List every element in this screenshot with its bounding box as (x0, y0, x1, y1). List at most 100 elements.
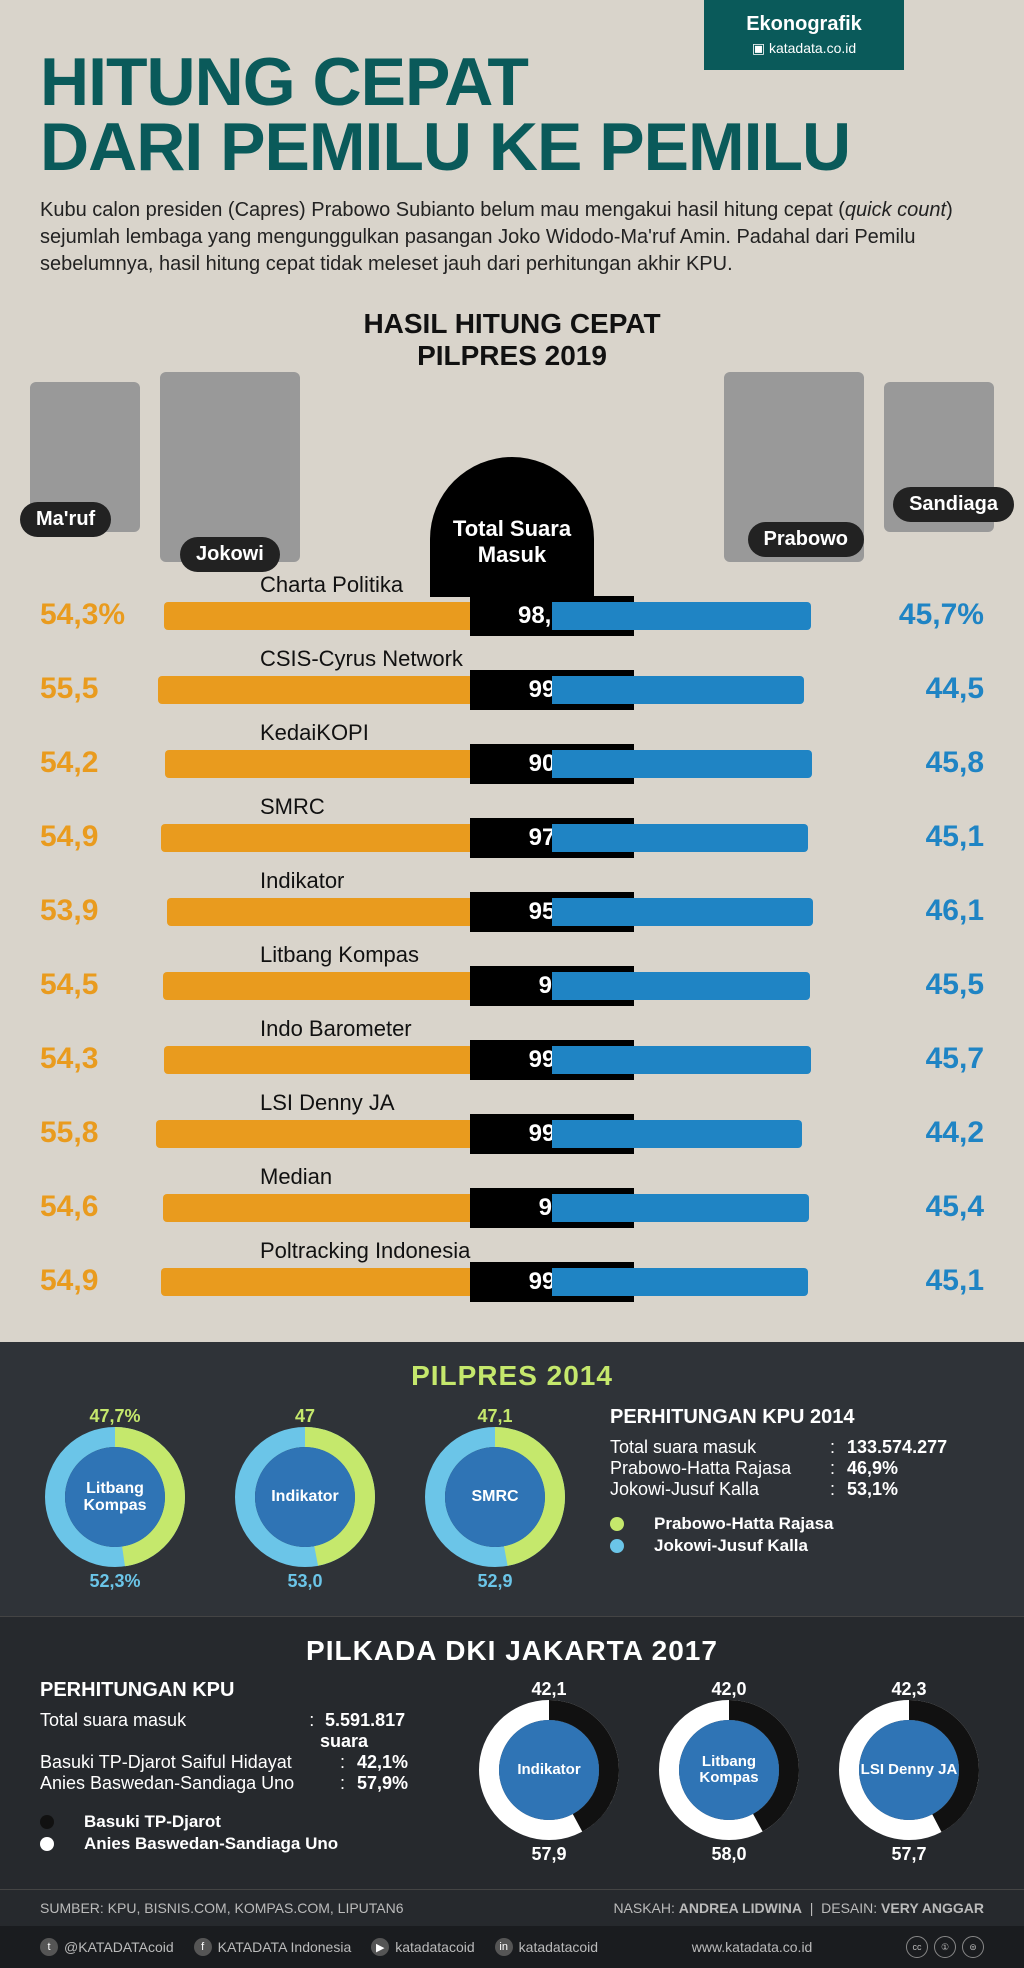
value-right: 45,8 (874, 746, 984, 780)
donut-center-label: LSI Denny JA (859, 1720, 959, 1820)
donut-bottom-value: 58,0 (711, 1844, 746, 1865)
value-left: 54,9 (40, 820, 150, 854)
legend-dot-a-2017 (40, 1815, 54, 1829)
value-left: 54,5 (40, 968, 150, 1002)
bar-row: Indo Barometer 54,3 99,7 45,7 (40, 1016, 984, 1090)
photo-jokowi (160, 372, 300, 562)
donut-bottom-value: 52,9 (477, 1571, 512, 1592)
institution-label: SMRC (260, 794, 325, 820)
social-facebook[interactable]: fKATADATA Indonesia (194, 1938, 352, 1956)
bar-right (552, 676, 804, 704)
donut-center-label: Indikator (255, 1447, 355, 1547)
by-icon: ① (934, 1936, 956, 1958)
value-left: 54,2 (40, 746, 150, 780)
value-right: 44,5 (874, 672, 984, 706)
bar-row: Median 54,6 98 45,4 (40, 1164, 984, 1238)
bar-right (552, 1046, 811, 1074)
donut-center-label: Litbang Kompas (65, 1447, 165, 1547)
institution-label: CSIS-Cyrus Network (260, 646, 463, 672)
institution-label: Litbang Kompas (260, 942, 419, 968)
donut-center-label: Litbang Kompas (679, 1720, 779, 1820)
bar-row: LSI Denny JA 55,8 99,6 44,2 (40, 1090, 984, 1164)
bar-row: KedaiKOPI 54,2 90,3 45,8 (40, 720, 984, 794)
bar-right (552, 1194, 809, 1222)
value-left: 54,3 (40, 1042, 150, 1076)
institution-label: Median (260, 1164, 332, 1190)
kpu-row: Basuki TP-Djarot Saiful Hidayat: 42,1% (40, 1752, 444, 1773)
donut-top-value: 42,1 (531, 1679, 566, 1700)
donut-center-label: SMRC (445, 1447, 545, 1547)
page-subtitle: Kubu calon presiden (Capres) Prabowo Sub… (40, 197, 980, 278)
donut-2017: 42,0 Litbang Kompas 58,0 (654, 1679, 804, 1865)
value-right: 45,7 (874, 1042, 984, 1076)
brand-banner: Ekonografik ▣ katadata.co.id (704, 0, 904, 70)
section-2014: PILPRES 2014 47,7% Litbang Kompas 52,3% … (0, 1342, 1024, 1616)
kpu-row: Prabowo-Hatta Rajasa: 46,9% (610, 1458, 984, 1479)
legend-2014: Prabowo-Hatta Rajasa Jokowi-Jusuf Kalla (610, 1514, 984, 1558)
social-linkedin[interactable]: inkatadatacoid (495, 1938, 598, 1956)
bar-row: Charta Politika 54,3% 98,6% 45,7% (40, 572, 984, 646)
kpu-2014-box: PERHITUNGAN KPU 2014 Total suara masuk: … (610, 1406, 984, 1592)
social-url[interactable]: www.katadata.co.id (692, 1939, 813, 1955)
donut-top-value: 47 (295, 1406, 315, 1427)
twitter-icon: t (40, 1938, 58, 1956)
kpu-row: Jokowi-Jusuf Kalla: 53,1% (610, 1479, 984, 1500)
kpu-row: Total suara masuk: 5.591.817 suara (40, 1710, 444, 1752)
value-right: 45,1 (874, 1264, 984, 1298)
legend-2017: Basuki TP-Djarot Anies Baswedan-Sandiaga… (40, 1812, 444, 1856)
institution-label: Indo Barometer (260, 1016, 412, 1042)
value-left: 55,8 (40, 1116, 150, 1150)
donut-2014: 47,1 SMRC 52,9 (420, 1406, 570, 1592)
value-right: 44,2 (874, 1116, 984, 1150)
institution-label: LSI Denny JA (260, 1090, 395, 1116)
bar-row: Indikator 53,9 95,7 46,1 (40, 868, 984, 942)
label-maruf: Ma'ruf (20, 502, 111, 537)
donut-top-value: 42,3 (891, 1679, 926, 1700)
bar-right (552, 602, 811, 630)
institution-label: Charta Politika (260, 572, 403, 598)
bar-row: Litbang Kompas 54,5 97 45,5 (40, 942, 984, 1016)
kpu-2017-box: PERHITUNGAN KPU Total suara masuk: 5.591… (40, 1679, 444, 1865)
bar-left (164, 602, 472, 630)
donut-2014: 47,7% Litbang Kompas 52,3% (40, 1406, 190, 1592)
legend-dot-b-2014 (610, 1539, 624, 1553)
cc-badges: cc ① ⊜ (906, 1936, 984, 1958)
youtube-icon: ▶ (371, 1938, 389, 1956)
cc-icon: cc (906, 1936, 928, 1958)
kpu-2014-heading: PERHITUNGAN KPU 2014 (610, 1406, 984, 1429)
social-twitter[interactable]: t@KATADATAcoid (40, 1938, 174, 1956)
bars-container: Total Suara Masuk Charta Politika 54,3% … (0, 572, 1024, 1342)
donut-2017: 42,3 LSI Denny JA 57,7 (834, 1679, 984, 1865)
institution-label: Poltracking Indonesia (260, 1238, 470, 1264)
bar-left (156, 1120, 472, 1148)
bar-row: CSIS-Cyrus Network 55,5 99,2 44,5 (40, 646, 984, 720)
bar-left (165, 750, 472, 778)
value-left: 53,9 (40, 894, 150, 928)
value-right: 45,4 (874, 1190, 984, 1224)
donut-bottom-value: 57,7 (891, 1844, 926, 1865)
value-left: 54,6 (40, 1190, 150, 1224)
footer-sumber: SUMBER: KPU, BISNIS.COM, KOMPAS.COM, LIP… (40, 1900, 404, 1916)
bar-left (164, 1046, 472, 1074)
bar-left (161, 1268, 472, 1296)
label-sandiaga: Sandiaga (893, 487, 1014, 522)
kpu-row: Total suara masuk: 133.574.277 (610, 1437, 984, 1458)
donut-top-value: 47,7% (89, 1406, 140, 1427)
donut-center-label: Indikator (499, 1720, 599, 1820)
donut-bottom-value: 57,9 (531, 1844, 566, 1865)
legend-dot-a-2014 (610, 1517, 624, 1531)
donut-bottom-value: 52,3% (89, 1571, 140, 1592)
institution-label: KedaiKOPI (260, 720, 369, 746)
section-title-2019: HASIL HITUNG CEPAT PILPRES 2019 (0, 308, 1024, 372)
label-prabowo: Prabowo (748, 522, 864, 557)
section-title-2017: PILKADA DKI JAKARTA 2017 (40, 1635, 984, 1667)
bar-left (158, 676, 473, 704)
institution-label: Indikator (260, 868, 344, 894)
footer-credits: SUMBER: KPU, BISNIS.COM, KOMPAS.COM, LIP… (0, 1889, 1024, 1926)
bar-right (552, 750, 812, 778)
kpu-row: Anies Baswedan-Sandiaga Uno: 57,9% (40, 1773, 444, 1794)
value-right: 45,5 (874, 968, 984, 1002)
social-youtube[interactable]: ▶katadatacoid (371, 1938, 474, 1956)
bar-right (552, 1120, 802, 1148)
bar-left (163, 1194, 472, 1222)
